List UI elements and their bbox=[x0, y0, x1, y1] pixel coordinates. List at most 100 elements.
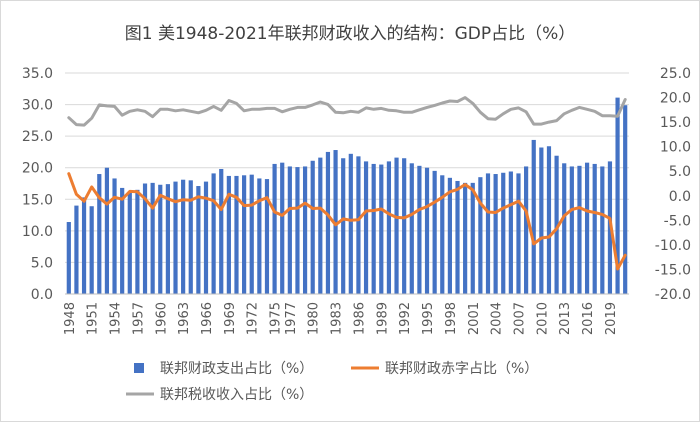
bar bbox=[120, 187, 125, 294]
bar bbox=[485, 173, 491, 294]
bar bbox=[211, 173, 216, 294]
bar bbox=[493, 174, 498, 294]
bar bbox=[615, 97, 620, 294]
right-axis-ticks: -20.0 -15.0 -10.0 -5.0 0.0 5.0 10.0 15.0 20.0 25.… bbox=[655, 66, 691, 303]
right-tick-label: 10.0 bbox=[660, 140, 691, 156]
left-tick-label: 10.0 bbox=[22, 224, 53, 240]
bar bbox=[508, 171, 513, 294]
right-tick-label: 25.0 bbox=[660, 66, 691, 82]
series-line bbox=[67, 96, 627, 127]
series-line bbox=[67, 172, 627, 271]
bar bbox=[150, 182, 155, 294]
bar bbox=[310, 160, 315, 294]
right-tick-label: 5.0 bbox=[669, 164, 691, 180]
bar bbox=[287, 166, 292, 294]
bar bbox=[203, 181, 209, 294]
x-tick-label: 1998 bbox=[444, 302, 459, 335]
bar bbox=[142, 183, 148, 294]
left-tick-label: 0.0 bbox=[31, 287, 53, 303]
x-tick-label: 2001 bbox=[467, 302, 482, 335]
bar bbox=[165, 184, 170, 294]
bar bbox=[302, 166, 308, 294]
x-tick-label: 1957 bbox=[131, 302, 146, 335]
bar bbox=[478, 177, 483, 294]
bar bbox=[158, 184, 163, 294]
x-tick-label: 2010 bbox=[535, 302, 550, 335]
x-tick-label: 1966 bbox=[200, 302, 215, 335]
bar bbox=[501, 172, 506, 294]
x-tick-label: 2013 bbox=[558, 302, 573, 335]
bar bbox=[417, 165, 422, 294]
bar bbox=[524, 166, 529, 294]
bar-series bbox=[66, 97, 628, 295]
legend-label: 联邦财政赤字占比（%） bbox=[385, 361, 538, 377]
x-tick-label: 1992 bbox=[398, 302, 413, 335]
x-tick-label: 1969 bbox=[223, 302, 238, 335]
bar bbox=[219, 168, 224, 294]
x-tick-label: 1975 bbox=[269, 302, 284, 335]
x-tick-label: 2016 bbox=[581, 302, 596, 335]
bar bbox=[546, 146, 552, 294]
bar bbox=[592, 163, 597, 294]
x-tick-label: 1951 bbox=[86, 302, 101, 335]
x-tick-label: 1972 bbox=[246, 302, 261, 335]
right-tick-label: -10.0 bbox=[655, 238, 691, 254]
bar bbox=[363, 161, 369, 294]
left-axis-ticks: 0.0 5.0 10.0 15.0 20.0 25.0 30.0 35.0 bbox=[22, 66, 53, 303]
bar bbox=[74, 205, 79, 294]
left-tick-label: 35.0 bbox=[22, 66, 53, 82]
bar bbox=[379, 164, 384, 294]
line-series bbox=[67, 96, 627, 271]
bar bbox=[516, 173, 521, 294]
bar bbox=[112, 178, 117, 294]
left-tick-label: 5.0 bbox=[31, 255, 53, 271]
bar bbox=[554, 155, 559, 294]
bar bbox=[173, 181, 178, 294]
bar bbox=[386, 161, 392, 294]
bar bbox=[127, 192, 132, 294]
bar bbox=[135, 189, 140, 294]
bar bbox=[455, 180, 460, 294]
left-tick-label: 30.0 bbox=[22, 98, 53, 114]
bar bbox=[394, 157, 399, 294]
bar bbox=[531, 139, 536, 294]
right-tick-label: -5.0 bbox=[664, 213, 691, 229]
x-tick-label: 1983 bbox=[330, 302, 345, 335]
bar bbox=[333, 150, 338, 294]
x-tick-label: 2019 bbox=[604, 302, 619, 335]
legend-label: 联邦税收收入占比（%） bbox=[160, 387, 313, 403]
x-tick-label: 1977 bbox=[284, 302, 299, 335]
legend: 联邦财政支出占比（%） 联邦财政赤字占比（%） 联邦税收收入占比（%） bbox=[126, 361, 538, 403]
bar bbox=[402, 158, 407, 294]
bar bbox=[97, 174, 102, 294]
bar bbox=[600, 166, 605, 294]
bar bbox=[188, 180, 193, 294]
bar bbox=[318, 157, 323, 294]
gridlines bbox=[65, 72, 629, 295]
chart-title: 图1 美1948-2021年联邦财政收入的结构：GDP占比（%） bbox=[125, 24, 576, 44]
bar bbox=[272, 163, 277, 294]
bar bbox=[81, 197, 87, 294]
x-tick-label: 1995 bbox=[421, 302, 436, 335]
bar bbox=[623, 105, 628, 295]
bar bbox=[341, 158, 346, 294]
right-tick-label: -20.0 bbox=[655, 287, 691, 303]
left-tick-label: 25.0 bbox=[22, 129, 53, 145]
bar bbox=[569, 166, 574, 294]
bar bbox=[577, 165, 582, 294]
right-tick-label: 15.0 bbox=[660, 115, 691, 131]
bar bbox=[264, 179, 270, 294]
x-tick-label: 1980 bbox=[307, 302, 322, 335]
bar bbox=[66, 222, 71, 294]
bar bbox=[89, 206, 94, 294]
bar bbox=[539, 147, 544, 294]
legend-label: 联邦财政支出占比（%） bbox=[160, 361, 313, 377]
bar bbox=[196, 186, 201, 294]
bar bbox=[584, 162, 590, 294]
right-tick-label: 0.0 bbox=[669, 189, 691, 205]
x-tick-label: 1989 bbox=[375, 302, 390, 335]
bar bbox=[257, 178, 262, 294]
bar bbox=[249, 174, 254, 294]
